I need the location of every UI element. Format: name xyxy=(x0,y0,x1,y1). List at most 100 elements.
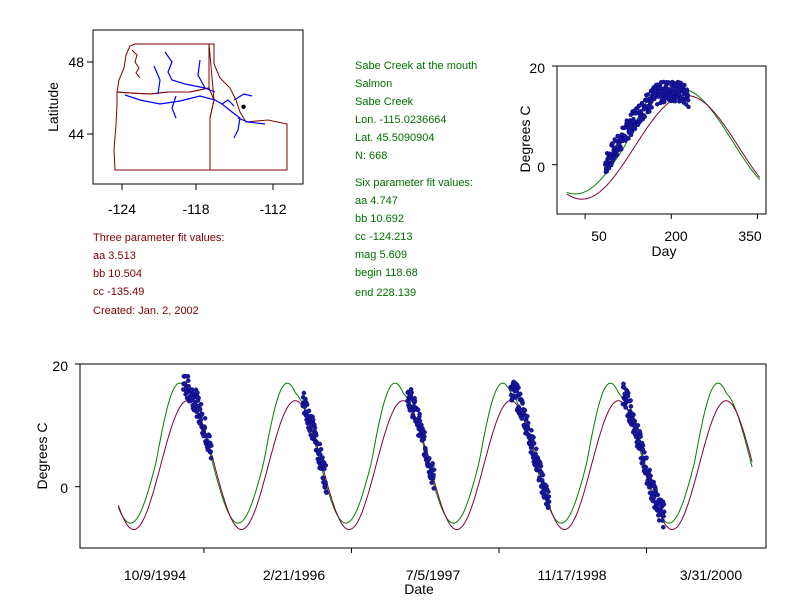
ts-observation-point xyxy=(208,443,214,449)
ts-xtick-label: 11/17/1998 xyxy=(537,567,606,583)
ts-observation-point xyxy=(546,504,551,509)
ts-observation-point xyxy=(202,425,208,431)
ts-observation-point xyxy=(529,427,534,433)
ts-observation-point xyxy=(628,398,633,403)
ts-observation-point xyxy=(417,411,422,417)
ts-observation-point xyxy=(644,455,649,461)
ts-observation-point xyxy=(631,412,636,418)
ts-observation-point xyxy=(660,518,665,523)
ts-observation-point xyxy=(409,390,414,395)
ts-observation-point xyxy=(426,455,432,461)
ts-ytick-label: 20 xyxy=(52,358,68,374)
map-frame xyxy=(92,29,304,185)
ts-xlabel: Date xyxy=(404,581,434,597)
columbia-river xyxy=(124,94,235,107)
map-ytick-label: 44 xyxy=(68,126,84,142)
day-observation-point xyxy=(666,80,671,85)
ts-observation-point xyxy=(546,499,552,505)
ts-observations xyxy=(180,373,667,530)
ts-observation-point xyxy=(640,443,646,448)
ts-observation-point xyxy=(185,373,191,379)
ts-observation-point xyxy=(312,425,318,431)
three-fit-aa: aa 3.513 xyxy=(93,250,136,262)
station-basin: Salmon xyxy=(355,78,392,90)
ts-observation-point xyxy=(201,429,207,435)
map-axes xyxy=(87,61,274,190)
ts-observation-point xyxy=(207,433,212,439)
tributary-2 xyxy=(197,59,206,89)
ts-observation-point xyxy=(533,446,539,452)
ts-observation-point xyxy=(525,413,530,419)
station-n: N: 668 xyxy=(355,150,387,162)
ts-observation-point xyxy=(429,480,435,486)
ts-observation-point xyxy=(430,461,435,466)
day-xtick-label: 50 xyxy=(591,228,607,244)
ts-observation-point xyxy=(199,411,205,417)
day-observations xyxy=(603,79,691,175)
tributary-3 xyxy=(171,95,177,119)
ts-observation-point xyxy=(643,464,649,470)
ts-ylabel: Degrees C xyxy=(34,423,50,490)
time-series-chart: 10/9/1994 2/21/1996 7/5/1997 11/17/1998 … xyxy=(34,358,767,597)
ts-observation-point xyxy=(185,378,191,384)
ts-observation-point xyxy=(198,401,204,407)
station-lat: Lat. 45.5090904 xyxy=(355,132,435,144)
state-borders xyxy=(113,43,288,171)
ts-observation-point xyxy=(522,408,528,413)
day-xtick-label: 350 xyxy=(738,228,762,244)
station-name: Sabe Creek at the mouth xyxy=(355,60,477,72)
day-observation-point xyxy=(686,97,691,103)
day-ytick-label: 0 xyxy=(537,159,545,175)
station-stream: Sabe Creek xyxy=(355,96,414,108)
ts-observation-point xyxy=(661,513,666,519)
ts-observation-point xyxy=(647,467,653,473)
ts-observation-point xyxy=(632,418,638,424)
three-fit-heading: Three parameter fit values: xyxy=(93,232,224,244)
day-observation-point xyxy=(686,104,691,110)
ts-xtick-label: 3/31/2000 xyxy=(680,567,742,583)
ts-observation-point xyxy=(410,412,416,418)
ts-observation-point xyxy=(313,432,319,438)
snake-upper xyxy=(237,117,266,125)
site-marker xyxy=(241,104,246,110)
ts-observation-point xyxy=(310,417,316,423)
ts-observation-point xyxy=(415,407,421,413)
ts-observation-point xyxy=(531,441,537,446)
ts-observation-point xyxy=(197,407,203,412)
ts-observation-point xyxy=(525,425,531,431)
ts-observation-point xyxy=(189,387,195,392)
ts-observation-point xyxy=(651,494,657,500)
ts-observation-point xyxy=(538,463,544,469)
salmon-river xyxy=(233,93,253,101)
tributary-1 xyxy=(153,65,161,95)
ts-observation-point xyxy=(661,502,667,507)
map-ylabel: Latitude xyxy=(45,82,61,132)
ts-observation-point xyxy=(324,490,329,495)
ts-observation-point xyxy=(198,417,203,423)
map-xtick-label: -112 xyxy=(260,201,287,217)
ts-observation-point xyxy=(196,395,201,401)
day-observation-point xyxy=(649,105,654,110)
ts-observation-point xyxy=(537,475,542,481)
ts-observation-point xyxy=(623,405,628,410)
ts-observation-point xyxy=(520,401,525,406)
six-fit-begin: begin 118.68 xyxy=(355,267,418,279)
day-observation-point xyxy=(645,92,651,97)
ts-observation-point xyxy=(422,430,427,435)
ts-observation-point xyxy=(525,420,531,426)
day-observation-point xyxy=(647,109,652,114)
ts-observation-point xyxy=(655,492,661,498)
ts-chart-ticks xyxy=(75,363,648,553)
six-fit-end: end 228.139 xyxy=(355,287,416,299)
six-fit-cc: cc -124.213 xyxy=(355,231,412,243)
ts-observation-point xyxy=(208,455,214,461)
ts-observation-point xyxy=(202,415,208,421)
ts-observation-point xyxy=(431,472,436,478)
ts-observation-point xyxy=(194,409,199,415)
ts-observation-point xyxy=(635,423,641,428)
station-lon: Lon. -115.0236664 xyxy=(355,114,447,126)
ts-observation-point xyxy=(323,463,329,468)
ts-observation-point xyxy=(516,385,521,391)
ts-xtick-label: 10/9/1994 xyxy=(124,567,186,583)
